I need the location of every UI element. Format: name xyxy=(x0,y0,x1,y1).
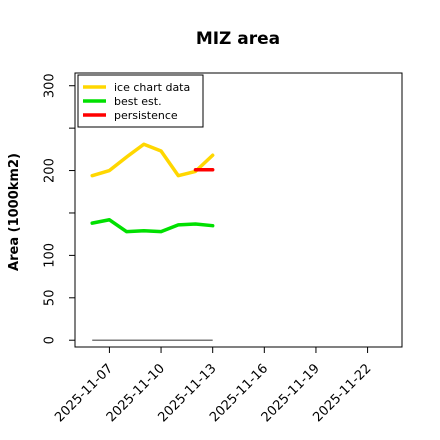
y-tick-label: 200 xyxy=(43,158,58,183)
y-tick-label: 100 xyxy=(43,243,58,268)
series-line-best-est xyxy=(90,218,215,234)
y-axis-label: Area (1000km2) xyxy=(7,153,22,271)
legend-label: ice chart data xyxy=(114,81,190,94)
y-tick-label: 0 xyxy=(43,336,58,344)
legend-box xyxy=(77,74,204,128)
y-tick-label: 50 xyxy=(43,290,58,307)
chart-title: MIZ area xyxy=(196,29,280,49)
legend-label: persistence xyxy=(114,109,178,122)
plot-frame xyxy=(74,72,403,348)
legend-label: best est. xyxy=(114,95,162,108)
y-tick-label: 300 xyxy=(43,73,58,98)
series-line-ice-chart-data xyxy=(90,142,215,178)
